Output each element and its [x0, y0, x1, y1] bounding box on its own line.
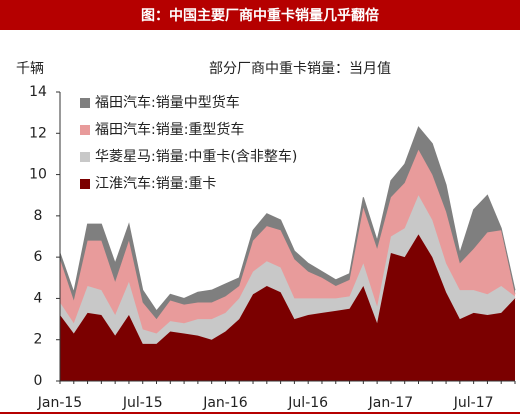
y-tick-label: 0 — [34, 373, 43, 389]
legend-label: 华菱星马:销量:中重卡(含非整车) — [95, 148, 297, 165]
y-tick-label: 10 — [29, 167, 47, 183]
x-tick-label: Jan-15 — [37, 395, 82, 411]
area-fill — [60, 127, 515, 320]
y-tick-label: 6 — [34, 249, 43, 265]
area-edge — [59, 126, 516, 312]
y-axis-label: 千辆 — [16, 61, 44, 77]
legend-label: 福田汽车:销量中型货车 — [95, 94, 240, 111]
chart-subtitle: 部分厂商中重卡销量：当月值 — [209, 61, 391, 77]
x-tick-label: Jan-16 — [202, 395, 248, 411]
area-fill — [60, 234, 515, 381]
legend-label: 福田汽车:销量:重型货车 — [95, 121, 244, 138]
x-tick-label: Jul-15 — [122, 395, 163, 411]
area-fill — [60, 195, 515, 344]
y-tick-label: 12 — [29, 125, 47, 141]
y-tick-label: 2 — [34, 332, 43, 348]
legend-swatch — [80, 179, 90, 189]
legend-swatch — [80, 152, 90, 162]
chart-title: 图：中国主要厂商中重卡销量几乎翻倍 — [141, 7, 379, 24]
y-tick-label: 8 — [34, 208, 43, 224]
x-tick-label: Jan-17 — [368, 395, 413, 411]
x-tick-label: Jul-16 — [287, 395, 328, 411]
area-fill — [60, 149, 515, 334]
y-tick-label: 14 — [29, 84, 47, 100]
legend-swatch — [80, 98, 90, 108]
legend-swatch — [80, 125, 90, 135]
legend-label: 江淮汽车:销量:重卡 — [95, 175, 216, 192]
y-tick-label: 4 — [34, 290, 43, 306]
x-tick-label: Jul-17 — [453, 395, 494, 411]
title-bar — [0, 0, 520, 30]
